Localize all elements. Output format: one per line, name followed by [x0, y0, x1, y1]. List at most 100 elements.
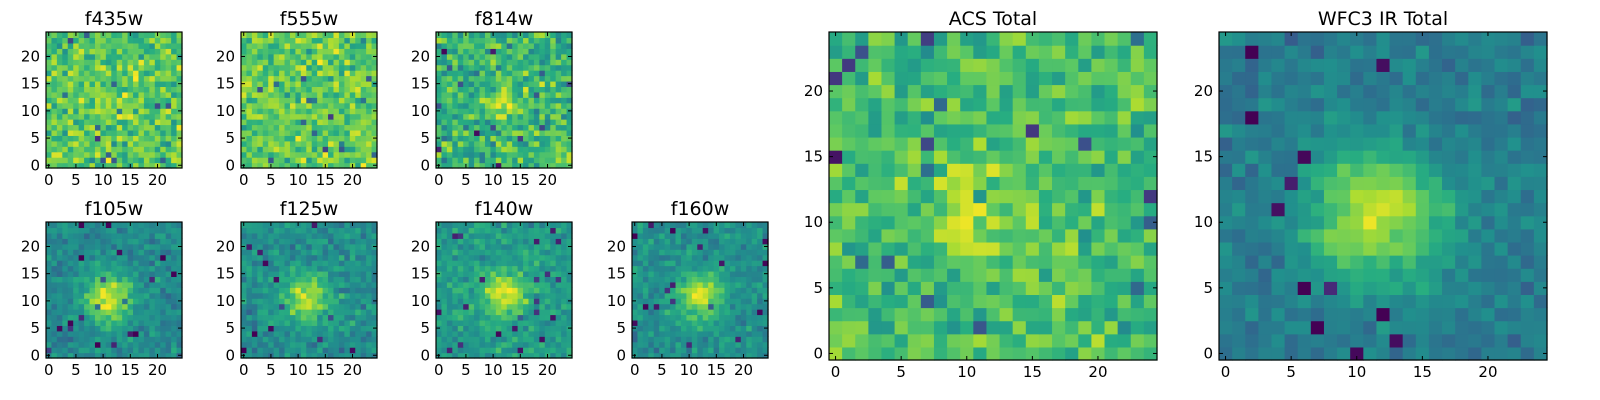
heatmap-cell [495, 336, 502, 343]
heatmap-cell [740, 227, 747, 234]
heatmap-cell [262, 91, 269, 98]
heatmap-cell [317, 157, 324, 164]
heatmap-cell [512, 80, 519, 87]
heatmap-cell [127, 341, 134, 348]
heatmap-cell [366, 129, 373, 136]
heatmap-cell [517, 303, 524, 310]
heatmap-cell [653, 243, 660, 250]
heatmap-cell [550, 53, 557, 60]
heatmap-cell [328, 341, 335, 348]
heatmap-cell [855, 268, 869, 282]
heatmap-cell [1143, 228, 1158, 243]
heatmap-cell [311, 48, 318, 55]
heatmap-cell [46, 336, 53, 343]
heatmap-cell [729, 336, 736, 343]
heatmap-cell [1130, 307, 1145, 322]
heatmap-cell [67, 124, 74, 131]
heatmap-cell [257, 146, 264, 153]
heatmap-cell [160, 319, 167, 326]
heatmap-cell [284, 129, 291, 136]
heatmap-cell [506, 80, 513, 87]
heatmap-cell [702, 347, 709, 354]
heatmap-cell [533, 276, 540, 283]
heatmap-cell [686, 270, 693, 277]
heatmap-cell [533, 151, 540, 158]
heatmap-cell [289, 298, 296, 305]
heatmap-cell [436, 341, 443, 348]
heatmap-cell [241, 119, 248, 126]
heatmap-cell [143, 59, 150, 66]
heatmap-cell [241, 347, 248, 354]
heatmap-cell [842, 294, 856, 309]
heatmap-cell [176, 129, 183, 136]
heatmap-cell [160, 303, 167, 310]
heatmap-cell [664, 243, 671, 250]
heatmap-cell [484, 352, 491, 359]
heatmap-cell [111, 227, 118, 234]
heatmap-cell [751, 232, 758, 239]
heatmap-cell [111, 352, 118, 359]
heatmap-cell [495, 80, 502, 87]
heatmap-cell [642, 325, 649, 332]
heatmap-cell [751, 227, 758, 234]
heatmap-cell [355, 32, 362, 39]
heatmap-cell [257, 113, 264, 120]
heatmap-cell [484, 135, 491, 142]
heatmap-cell [501, 303, 508, 310]
heatmap-cell [116, 108, 123, 115]
heatmap-cell [735, 281, 742, 288]
heatmap-cell [171, 249, 178, 256]
heatmap-cell [116, 48, 123, 55]
heatmap-cell [349, 330, 356, 337]
heatmap-cell [328, 119, 335, 126]
heatmap-cell [295, 270, 302, 277]
heatmap-cell [46, 341, 53, 348]
heatmap-cell [724, 319, 731, 326]
heatmap-cell [268, 42, 275, 49]
heatmap-cell [528, 336, 535, 343]
heatmap-cell [653, 287, 660, 294]
heatmap-cell [133, 270, 140, 277]
heatmap-cell [855, 307, 869, 322]
heatmap-cell [632, 238, 639, 245]
y-tick-label: 0 [420, 156, 430, 174]
heatmap-cell [517, 53, 524, 60]
heatmap-cell [100, 292, 107, 299]
heatmap-cell [463, 124, 470, 131]
heatmap-cell [474, 243, 481, 250]
heatmap-cell [251, 249, 258, 256]
heatmap-cell [868, 255, 883, 269]
heatmap-cell [273, 319, 280, 326]
heatmap-cell [441, 146, 448, 153]
heatmap-cell [757, 287, 764, 294]
heatmap-cell [311, 238, 318, 245]
heatmap-cell [544, 80, 551, 87]
heatmap-cell [149, 238, 156, 245]
heatmap-cell [501, 151, 508, 158]
heatmap-cell [105, 281, 112, 288]
heatmap-cell [474, 352, 481, 359]
heatmap-cell [561, 319, 568, 326]
heatmap-cell [171, 222, 178, 229]
heatmap-cell [149, 254, 156, 261]
heatmap-cell [881, 346, 896, 361]
heatmap-cell [1052, 241, 1066, 256]
heatmap-cell [295, 243, 302, 250]
heatmap-cell [73, 135, 80, 142]
heatmap-cell [457, 129, 464, 136]
heatmap-cell [484, 254, 491, 261]
heatmap-cell [484, 91, 491, 98]
heatmap-cell [452, 129, 459, 136]
heatmap-cell [441, 48, 448, 55]
heatmap-cell [322, 140, 329, 147]
heatmap-cell [154, 287, 161, 294]
heatmap-cell [708, 341, 715, 348]
heatmap-cell [829, 307, 843, 322]
heatmap-cell [176, 319, 183, 326]
heatmap-cell [246, 135, 253, 142]
heatmap-cell [533, 53, 540, 60]
heatmap-cell [78, 70, 85, 77]
heatmap-cell [724, 281, 731, 288]
heatmap-cell [686, 232, 693, 239]
